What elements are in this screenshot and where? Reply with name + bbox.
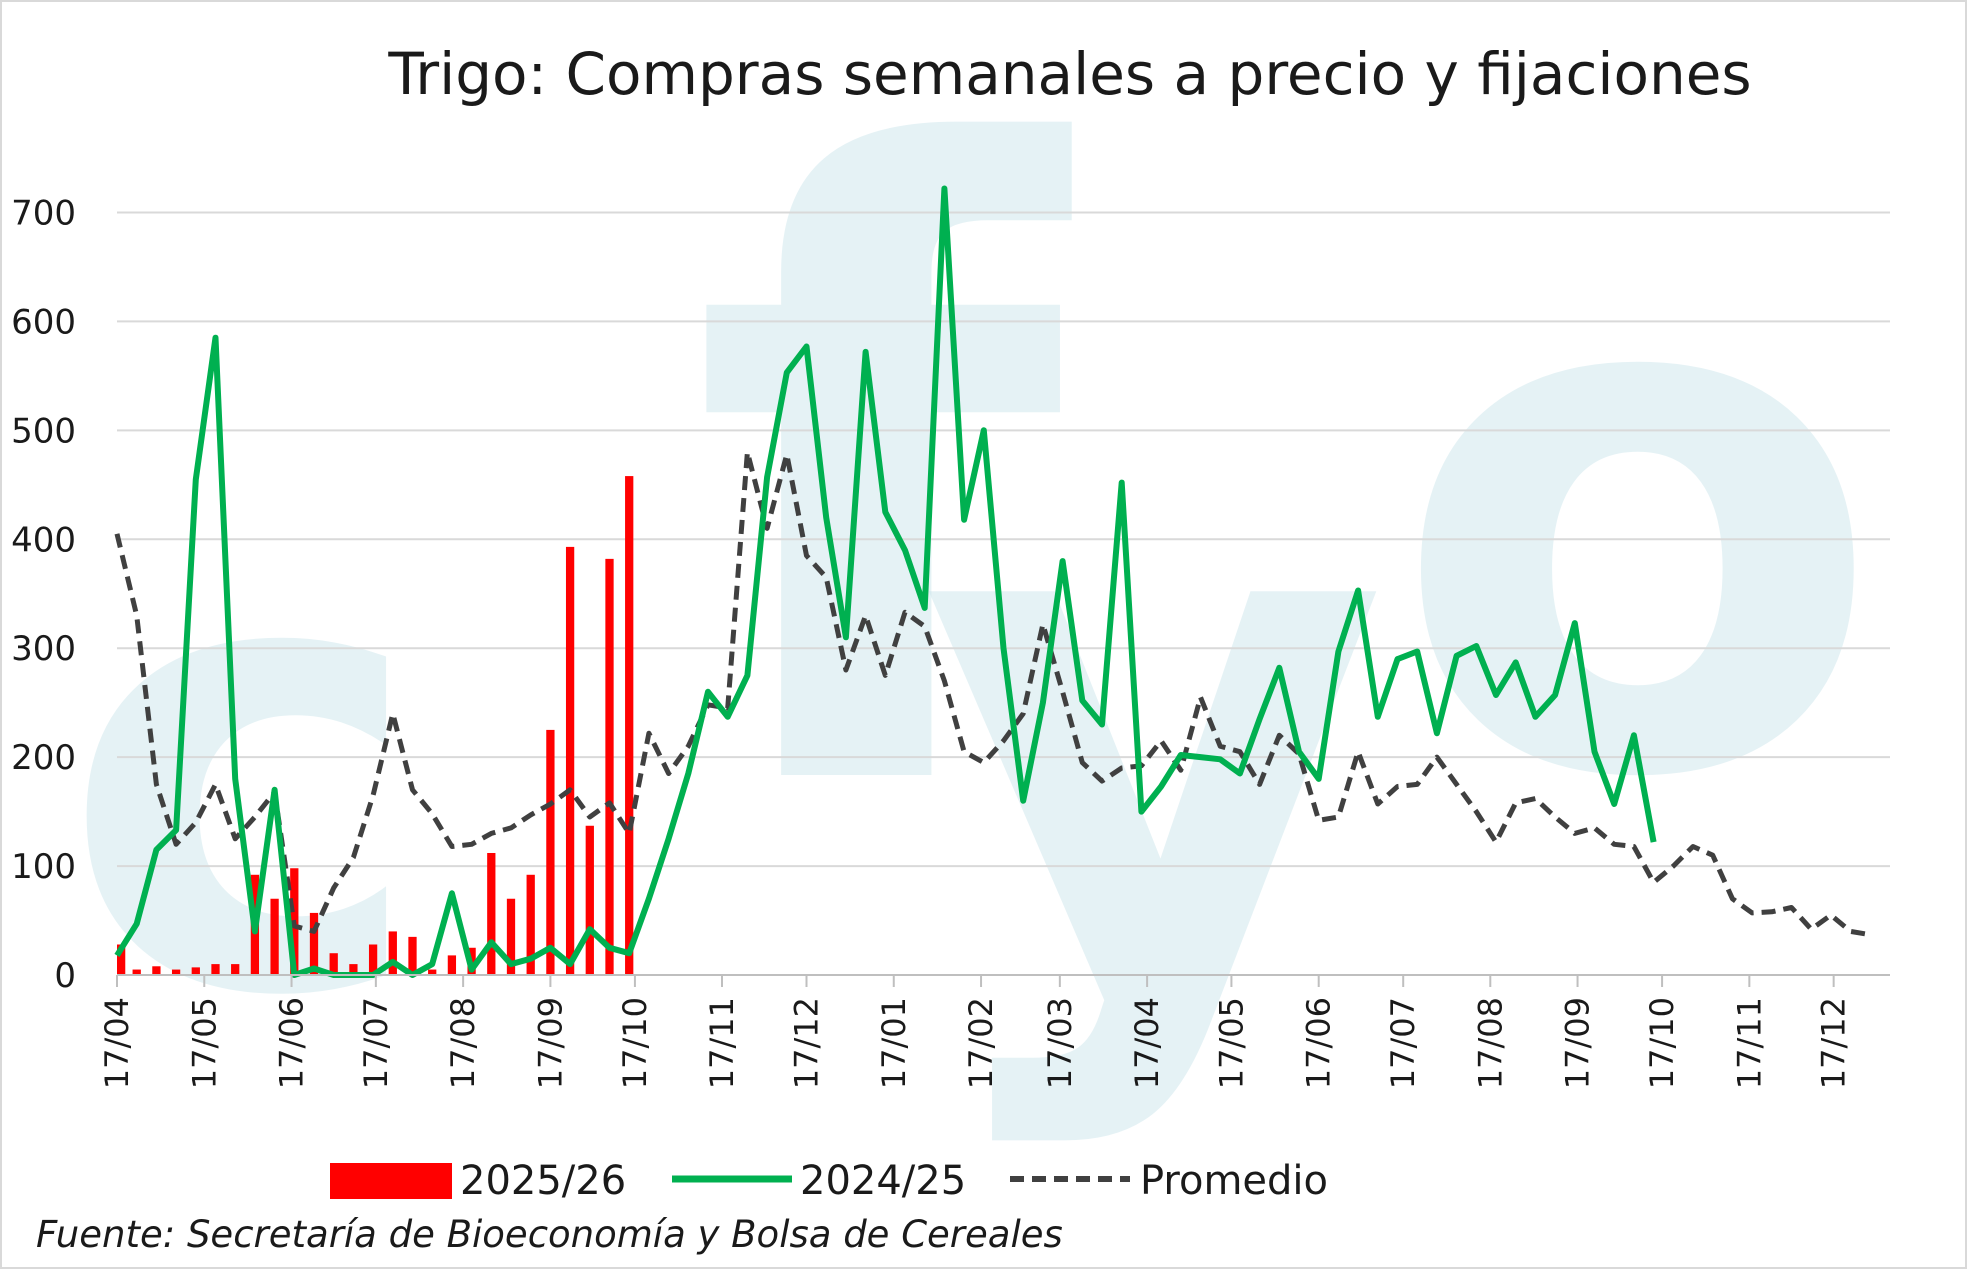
legend-swatch-2025-26 <box>330 1163 452 1199</box>
x-tick-label: 17/07 <box>1384 997 1422 1089</box>
line-promedio <box>114 449 1871 938</box>
y-tick-label: 200 <box>11 738 76 778</box>
y-tick-label: 0 <box>54 956 76 996</box>
y-tick-label: 500 <box>11 411 76 451</box>
legend-label-2025-26: 2025/26 <box>460 1158 626 1204</box>
legend: 2025/26 2024/25 Promedio <box>330 1158 1328 1204</box>
x-axis: 17/04 17/05 17/06 17/07 17/08 17/09 17/10 17/11… <box>98 974 1890 1089</box>
bar-2025-26 <box>546 729 555 975</box>
x-tick-label: 17/05 <box>1212 997 1250 1089</box>
y-tick-label: 700 <box>11 193 76 233</box>
x-tick-label: 17/12 <box>1815 997 1853 1089</box>
legend-label-promedio: Promedio <box>1140 1158 1328 1204</box>
x-tick-label: 17/10 <box>616 997 654 1089</box>
bar-2025-26 <box>388 931 397 975</box>
x-tick-label: 17/11 <box>703 997 741 1089</box>
y-tick-label: 400 <box>11 520 76 560</box>
x-tick-label: 17/06 <box>1300 997 1338 1089</box>
bar-2025-26 <box>191 967 200 975</box>
bar-2025-26 <box>211 964 220 975</box>
bar-2025-26 <box>171 969 181 975</box>
x-tick-label: 17/12 <box>788 997 826 1089</box>
x-tick-label: 17/09 <box>531 997 569 1089</box>
bar-2025-26 <box>152 966 161 975</box>
x-tick-label: 17/07 <box>357 997 395 1089</box>
watermark-logo: f y o c <box>60 0 1885 1155</box>
bar-2025-26 <box>487 852 496 975</box>
bar-2025-26 <box>231 964 240 975</box>
bar-2025-26 <box>428 969 437 975</box>
bar-2025-26 <box>605 558 614 975</box>
y-axis: 0 100 200 300 400 500 600 700 <box>11 193 76 996</box>
bar-2025-26 <box>585 825 594 975</box>
watermark-logo-glyph-c: c <box>60 411 428 1132</box>
x-tick-label: 17/06 <box>273 997 311 1089</box>
x-tick-label: 17/03 <box>1041 997 1079 1089</box>
x-tick-label: 17/02 <box>962 997 1000 1089</box>
y-tick-label: 300 <box>11 629 76 669</box>
bar-2025-26 <box>408 936 417 975</box>
bar-2025-26 <box>309 912 319 975</box>
x-tick-label: 17/08 <box>1471 997 1509 1089</box>
x-tick-label: 17/01 <box>875 997 913 1089</box>
bar-2025-26 <box>132 969 141 975</box>
legend-label-2024-25: 2024/25 <box>800 1158 966 1204</box>
bar-2025-26 <box>526 874 535 975</box>
bar-2025-26 <box>506 898 516 975</box>
x-tick-label: 17/09 <box>1559 997 1597 1089</box>
watermark-logo-glyph-y: y <box>920 317 1389 1155</box>
x-tick-label: 17/11 <box>1730 997 1768 1089</box>
bar-2025-26 <box>329 953 338 975</box>
x-tick-label: 17/04 <box>1128 997 1166 1089</box>
x-tick-label: 17/10 <box>1643 997 1681 1089</box>
bar-2025-26 <box>565 546 575 975</box>
bar-2025-26 <box>349 964 358 975</box>
x-tick-label: 17/08 <box>444 997 482 1089</box>
watermark-logo-glyph-o: o <box>1390 97 1885 935</box>
x-tick-label: 17/04 <box>98 997 136 1089</box>
source-note: Fuente: Secretaría de Bioeconomía y Bols… <box>36 1213 1063 1256</box>
x-tick-label: 17/05 <box>185 997 223 1089</box>
y-tick-label: 600 <box>11 302 76 342</box>
bar-2025-26 <box>117 944 126 975</box>
bar-2025-26 <box>270 898 279 975</box>
bar-2025-26 <box>447 955 457 975</box>
chart-title: Trigo: Compras semanales a precio y fija… <box>387 40 1751 108</box>
bar-2025-26 <box>625 476 634 975</box>
bar-2025-26 <box>368 944 378 975</box>
y-tick-label: 100 <box>11 847 76 887</box>
